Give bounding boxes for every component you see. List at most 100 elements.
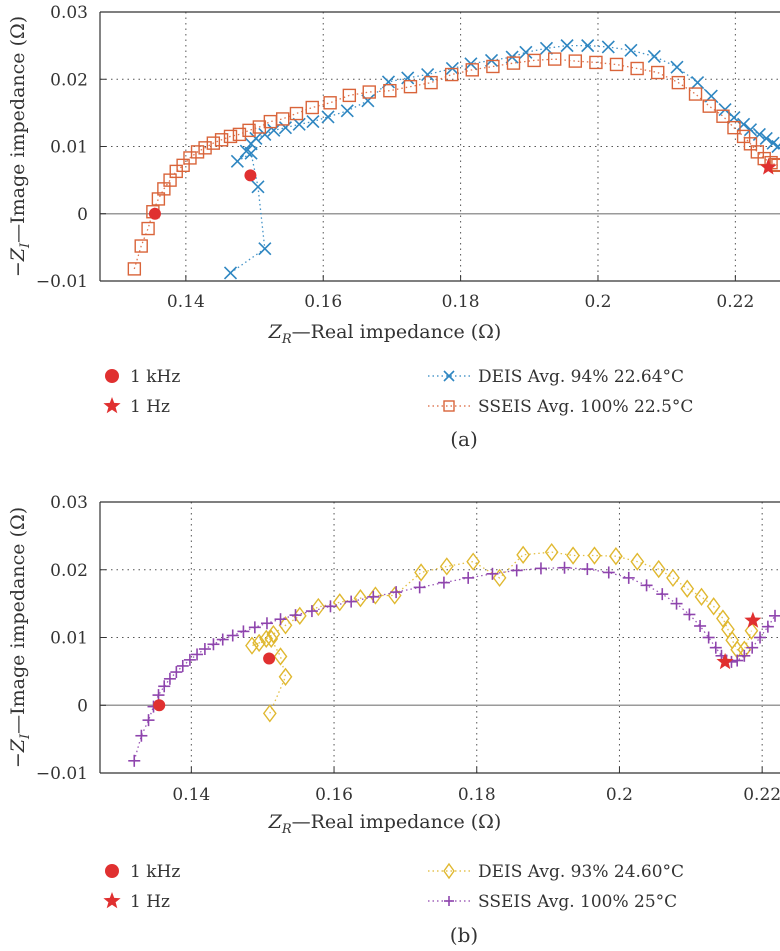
data-point — [656, 588, 669, 601]
x-tick-label: 0.2 — [584, 292, 611, 312]
chart-panel-a: 0.14 0.16 0.18 0.2 0.22−0.0100.010.020.03ZR—… — [7, 3, 780, 451]
data-point-stroke — [239, 144, 253, 158]
data-point — [323, 96, 337, 110]
data-point — [492, 568, 507, 588]
data-point-stroke — [361, 94, 375, 108]
legend-label: SSEIS Avg. 100% 22.5°C — [478, 397, 693, 417]
data-point — [230, 154, 244, 168]
data-point-stroke — [244, 146, 258, 160]
data-point — [198, 141, 212, 155]
data-point — [278, 667, 293, 686]
data-point — [680, 579, 695, 598]
data-point — [276, 112, 290, 126]
data-point — [353, 589, 368, 608]
legend-marker-1khz — [105, 864, 119, 878]
data-point-stroke — [647, 49, 661, 63]
legend-label: 1 Hz — [130, 892, 170, 912]
frequency-marker-1hz — [759, 158, 777, 175]
y-tick-label: 0 — [77, 696, 88, 716]
data-point — [249, 131, 263, 145]
data-point-stroke — [258, 242, 272, 256]
data-point — [424, 75, 438, 90]
data-point — [516, 545, 531, 565]
data-point — [305, 100, 319, 115]
data-point — [743, 137, 758, 151]
legend-label: SSEIS Avg. 100% 25°C — [478, 892, 677, 912]
y-axis-label-text: —Image impedance (Ω) — [7, 507, 29, 734]
data-point — [232, 127, 247, 142]
data-point — [709, 641, 722, 654]
data-point — [566, 546, 580, 565]
x-axis-label-symbol: Z — [268, 321, 283, 343]
data-point — [694, 619, 707, 632]
y-tick-label: 0.03 — [50, 493, 88, 513]
data-point-stroke — [624, 43, 638, 57]
data-point — [630, 61, 644, 76]
data-point — [332, 593, 347, 612]
data-point — [462, 571, 475, 584]
x-axis-label-text: —Real impedance (Ω) — [292, 811, 502, 833]
data-point — [259, 629, 274, 649]
data-point — [465, 63, 479, 77]
series-line — [230, 44, 779, 274]
y-axis-label-subscript: I — [18, 733, 33, 740]
data-point — [647, 49, 661, 63]
legend-label: 1 kHz — [130, 862, 180, 882]
legend-label: DEIS Avg. 94% 22.64°C — [478, 367, 684, 387]
data-point — [761, 620, 774, 633]
data-point — [444, 67, 459, 82]
data-point — [367, 590, 380, 603]
data-point — [691, 76, 705, 90]
x-tick-label: 0.22 — [716, 292, 754, 312]
data-point — [342, 88, 357, 103]
data-point — [587, 546, 602, 565]
legend-series-marker — [443, 370, 455, 382]
data-point — [609, 547, 623, 566]
data-point — [725, 631, 740, 650]
frequency-marker-1hz — [716, 652, 734, 670]
data-point — [736, 129, 751, 144]
data-point — [651, 559, 666, 579]
data-point — [759, 131, 773, 145]
x-axis-label: ZR—Real impedance (Ω) — [268, 811, 502, 837]
legend-label: DEIS Avg. 93% 24.60°C — [478, 862, 684, 882]
data-point — [163, 672, 176, 685]
x-tick-label: 0.2 — [606, 785, 633, 805]
data-point — [191, 648, 204, 661]
data-point-stroke — [691, 76, 705, 90]
data-point-stroke — [230, 154, 244, 168]
data-point — [362, 85, 376, 99]
data-point — [771, 139, 780, 154]
y-axis-label-symbol: −Z — [7, 738, 29, 768]
data-point — [666, 568, 680, 588]
data-point — [544, 542, 559, 562]
data-point — [387, 586, 402, 605]
data-point-stroke — [539, 41, 554, 55]
data-point-stroke — [759, 131, 773, 145]
data-point — [731, 654, 744, 667]
x-tick-label: 0.18 — [442, 292, 480, 312]
data-point — [258, 127, 272, 141]
data-point-stroke — [321, 110, 335, 124]
data-point — [158, 680, 171, 693]
x-axis-label-symbol: Z — [268, 811, 283, 833]
data-point — [264, 629, 279, 649]
chart-panel-b: 0.14 0.16 0.18 0.2 0.22−0.0100.010.020.03ZR—… — [7, 493, 780, 947]
data-point — [245, 636, 259, 655]
data-point — [486, 59, 500, 74]
frequency-marker-1khz — [263, 652, 276, 665]
data-point — [142, 714, 155, 727]
x-tick-label: 0.18 — [458, 785, 496, 805]
legend-label: 1 kHz — [130, 367, 180, 387]
data-point — [244, 146, 258, 160]
series-line — [133, 567, 776, 761]
legend-series-marker — [443, 862, 455, 880]
data-point — [688, 87, 703, 101]
data-point-stroke — [278, 121, 293, 135]
data-point — [390, 586, 403, 599]
data-point — [274, 613, 287, 626]
y-axis-label: −ZI—Image impedance (Ω) — [7, 16, 33, 277]
y-tick-label: 0.01 — [50, 138, 88, 158]
data-point-stroke — [766, 136, 780, 150]
data-point-stroke — [771, 143, 780, 154]
